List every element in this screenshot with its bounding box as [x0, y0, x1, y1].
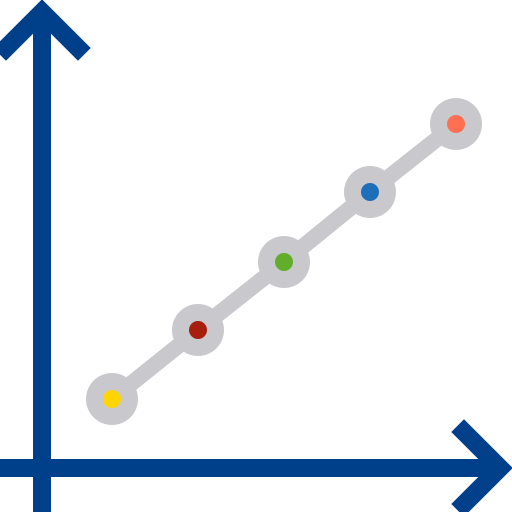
data-point-dot: [275, 253, 293, 271]
x-axis-arrow-icon: [0, 419, 512, 512]
data-markers: [86, 98, 482, 425]
data-point-yellow: [86, 373, 138, 425]
data-point-dot: [447, 115, 465, 133]
x-axis-arrowhead: [451, 419, 512, 512]
data-point-dot: [189, 321, 207, 339]
y-axis-arrow-icon: [0, 0, 91, 512]
data-point-orange: [430, 98, 482, 150]
data-point-red: [172, 304, 224, 356]
data-point-dot: [103, 390, 121, 408]
data-point-dot: [361, 183, 379, 201]
y-axis-arrowhead: [0, 0, 91, 61]
data-point-blue: [344, 166, 396, 218]
data-point-green: [258, 236, 310, 288]
